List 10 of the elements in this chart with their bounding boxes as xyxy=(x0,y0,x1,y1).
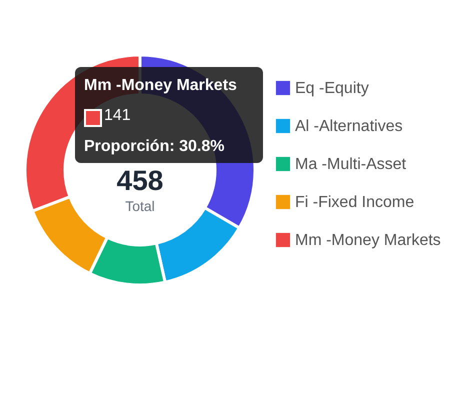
text: 141 xyxy=(104,107,131,125)
legend-label: Eq -Equity xyxy=(295,80,369,97)
text: 458 xyxy=(116,165,164,197)
legend-label: Mm -Money Markets xyxy=(295,232,441,249)
legend-label: Fi -Fixed Income xyxy=(295,194,414,211)
text: Mm -Money Markets xyxy=(84,77,237,95)
text: Total xyxy=(124,198,156,214)
text: Proporción: 30.8% xyxy=(84,138,224,156)
legend-label: Al -Alternatives xyxy=(295,118,403,135)
legend-label: Ma -Multi-Asset xyxy=(295,156,407,173)
